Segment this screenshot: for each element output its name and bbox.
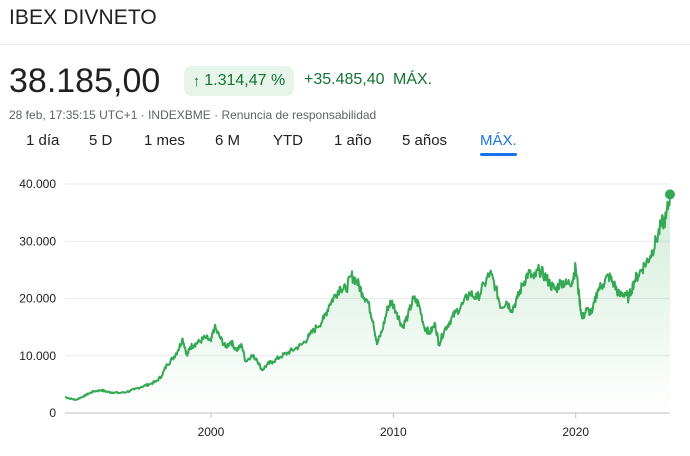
- page-title: IBEX DIVNETO: [9, 6, 157, 29]
- price-line: [64, 194, 671, 402]
- change-percent-value: 1.314,47 %: [204, 72, 286, 89]
- active-tab-indicator: [480, 153, 517, 156]
- exchange-label: INDEXBME: [148, 108, 211, 122]
- tab-1-month[interactable]: 1 mes: [144, 132, 185, 149]
- timestamp: 28 feb, 17:35:15 UTC+1: [9, 108, 138, 122]
- x-tick-label: 2000: [198, 425, 225, 439]
- current-price: 38.185,00: [9, 62, 161, 100]
- tab-5-years[interactable]: 5 años: [402, 132, 448, 149]
- quote-meta: 28 feb, 17:35:15 UTC+1 · INDEXBME · Renu…: [9, 108, 376, 122]
- x-axis: 2000 2010 2020: [198, 413, 589, 439]
- change-absolute: +35.485,40 MÁX.: [304, 71, 432, 89]
- meta-separator: ·: [137, 108, 149, 122]
- y-tick-label: 20.000: [19, 292, 56, 306]
- tab-ytd[interactable]: YTD: [273, 132, 303, 149]
- arrow-up-icon: ↑: [192, 72, 201, 90]
- y-tick-label: 40.000: [19, 177, 56, 191]
- change-period-label: MÁX.: [392, 71, 433, 88]
- time-range-tabs: 1 día 5 D 1 mes 6 M YTD 1 año 5 años MÁX…: [0, 132, 690, 158]
- header-divider: [0, 44, 690, 45]
- y-tick-label: 30.000: [19, 234, 56, 248]
- meta-separator: ·: [210, 108, 222, 122]
- last-price-marker: [665, 189, 675, 200]
- tab-1-year[interactable]: 1 año: [334, 132, 372, 149]
- change-absolute-value: +35.485,40: [304, 71, 385, 88]
- y-tick-label: 0: [49, 406, 56, 420]
- change-percent-badge: ↑ 1.314,47 %: [184, 66, 294, 96]
- tab-max[interactable]: MÁX.: [480, 132, 517, 149]
- tab-5-days[interactable]: 5 D: [89, 132, 113, 149]
- y-tick-label: 10.000: [19, 349, 56, 363]
- tab-1-day[interactable]: 1 día: [26, 132, 60, 149]
- disclaimer-link[interactable]: Renuncia de responsabilidad: [221, 108, 377, 122]
- x-tick-label: 2010: [380, 425, 407, 439]
- x-tick-label: 2020: [562, 425, 589, 439]
- tab-6-months[interactable]: 6 M: [215, 132, 241, 149]
- y-axis: 0 10.000 20.000 30.000 40.000: [19, 177, 56, 420]
